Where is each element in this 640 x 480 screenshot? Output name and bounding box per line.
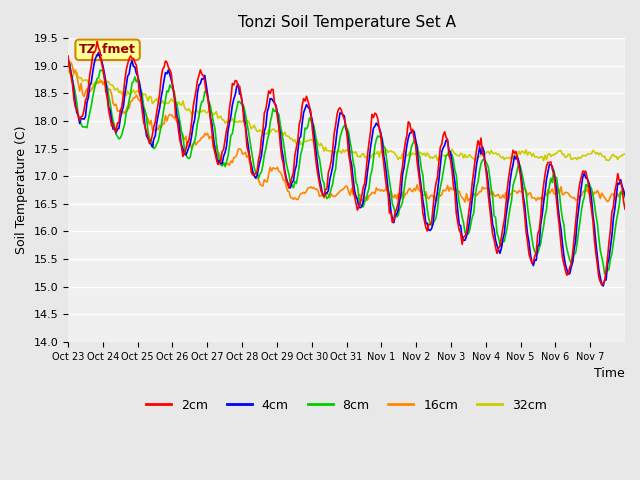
Text: TZ_fmet: TZ_fmet <box>79 43 136 56</box>
Y-axis label: Soil Temperature (C): Soil Temperature (C) <box>15 126 28 254</box>
Title: Tonzi Soil Temperature Set A: Tonzi Soil Temperature Set A <box>237 15 456 30</box>
Legend: 2cm, 4cm, 8cm, 16cm, 32cm: 2cm, 4cm, 8cm, 16cm, 32cm <box>141 394 552 417</box>
X-axis label: Time: Time <box>595 367 625 380</box>
